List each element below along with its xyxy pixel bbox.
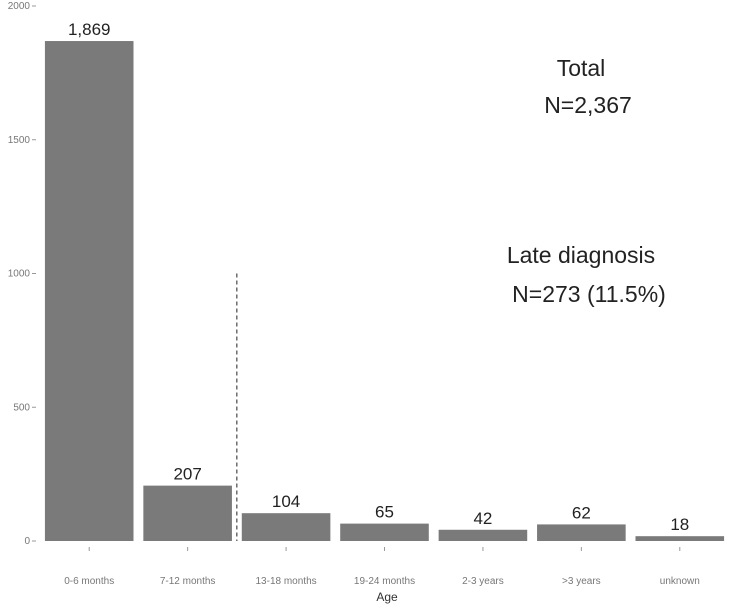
bar-value-label: 207 [173, 465, 201, 484]
bar-7-12-months [143, 485, 232, 541]
x-tick-label: 2-3 years [462, 576, 504, 587]
bar--3-years [537, 524, 626, 541]
bars [44, 41, 725, 541]
bar-value-label: 42 [473, 509, 492, 528]
x-tick-label: 7-12 months [160, 576, 216, 587]
x-tick-label: 13-18 months [255, 576, 316, 587]
bar-value-label: 104 [272, 492, 300, 511]
value-labels: 1,869 207 104 65 42 62 18 [68, 20, 689, 534]
bar-0-6-months [44, 41, 134, 541]
y-tick-label-1000: 1000 [8, 269, 31, 280]
x-tick-label: >3 years [562, 576, 601, 587]
total-title: Total [557, 55, 606, 81]
y-tick-label-1500: 1500 [8, 135, 31, 146]
y-tick-label-0: 0 [24, 536, 30, 547]
x-tick-label: unknown [660, 576, 700, 587]
x-axis-title: Age [376, 590, 398, 604]
total-value: N=2,367 [544, 92, 632, 118]
late-diagnosis-value: N=273 (11.5%) [512, 281, 666, 307]
x-axis: 0-6 months 7-12 months 13-18 months 19-24 m… [64, 547, 700, 587]
x-tick-label: 0-6 months [64, 576, 114, 587]
x-tick-label: 19-24 months [354, 576, 415, 587]
y-tick-label-500: 500 [13, 402, 30, 413]
bar-value-label: 1,869 [68, 20, 111, 39]
bar-value-label: 65 [375, 503, 394, 522]
y-axis: 0 500 1000 1500 2000 [8, 1, 36, 547]
bar-19-24-months [340, 523, 429, 541]
bar-2-3-years [438, 529, 528, 541]
bar-unknown [635, 536, 725, 541]
late-diagnosis-title: Late diagnosis [507, 242, 655, 268]
bar-13-18-months [241, 513, 331, 541]
bar-value-label: 62 [572, 503, 591, 522]
y-tick-label-2000: 2000 [8, 1, 31, 12]
bar-value-label: 18 [670, 515, 689, 534]
